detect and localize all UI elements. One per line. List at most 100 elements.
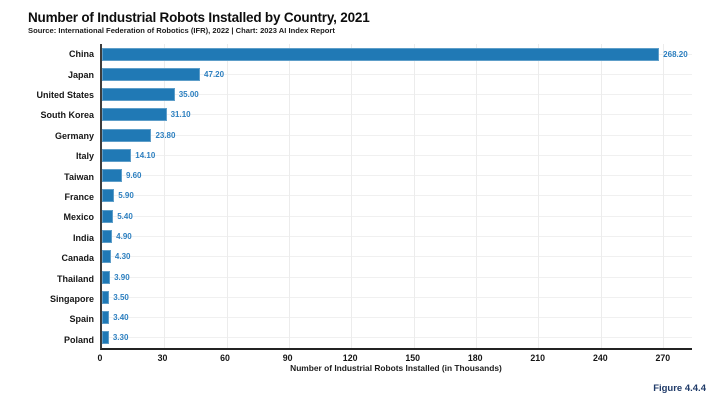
horizontal-gridline — [102, 337, 692, 339]
category-label-china: China — [68, 49, 94, 60]
bar-poland — [102, 331, 109, 345]
bar-row-singapore: 3.50 — [102, 287, 692, 307]
figure-number-label: Figure 4.4.4 — [653, 383, 706, 394]
vertical-gridline — [413, 44, 415, 348]
bar-row-france: 5.90 — [102, 186, 692, 206]
bar-value-label-germany: 23.80 — [155, 130, 176, 140]
bar-value-label-poland: 3.30 — [112, 333, 129, 343]
bar-value-label-japan: 47.20 — [204, 69, 225, 79]
category-label-spain: Spain — [69, 314, 94, 325]
horizontal-gridline — [102, 154, 692, 156]
bar-germany — [102, 128, 152, 142]
category-label-japan: Japan — [67, 69, 94, 80]
vertical-gridline — [475, 44, 477, 348]
bar-value-label-mexico: 5.40 — [117, 211, 133, 221]
bar-row-china: 268.20 — [102, 44, 692, 64]
bar-value-label-canada: 4.30 — [114, 252, 131, 262]
x-tick-label-210: 210 — [530, 353, 546, 363]
bar-value-label-taiwan: 9.60 — [125, 171, 142, 181]
category-label-mexico: Mexico — [63, 212, 94, 223]
chart-title: Number of Industrial Robots Installed by… — [28, 10, 370, 25]
bar-united-states — [102, 88, 175, 102]
vertical-gridline — [662, 44, 664, 348]
x-tick-label-150: 150 — [405, 353, 421, 363]
plot-area: 268.20 47.20 35.00 31.10 23.80 14.10 9.60 5.90 5… — [100, 44, 692, 350]
x-tick-label-270: 270 — [655, 353, 671, 363]
bar-row-south-korea: 31.10 — [102, 105, 692, 125]
bar-india — [102, 230, 113, 244]
x-axis-title: Number of Industrial Robots Installed (i… — [290, 363, 502, 373]
bar-value-label-china: 268.20 — [663, 49, 688, 59]
bar-row-taiwan: 9.60 — [102, 166, 692, 186]
category-label-poland: Poland — [63, 334, 94, 345]
horizontal-gridline — [102, 296, 692, 298]
bar-row-spain: 3.40 — [102, 307, 692, 327]
bar-canada — [102, 250, 111, 264]
bar-row-italy: 14.10 — [102, 145, 692, 165]
bar-row-japan: 47.20 — [102, 64, 692, 84]
x-tick-label-90: 90 — [282, 353, 293, 363]
chart-subtitle: Source: International Federation of Robo… — [28, 26, 335, 35]
category-label-united-states: United States — [36, 90, 94, 101]
horizontal-gridline — [102, 236, 692, 238]
category-label-france: France — [64, 192, 94, 203]
x-tick-label-180: 180 — [467, 353, 483, 363]
horizontal-gridline — [102, 276, 692, 278]
bar-row-india: 4.90 — [102, 226, 692, 246]
x-tick-label-0: 0 — [97, 353, 103, 363]
vertical-gridline — [538, 44, 540, 348]
vertical-gridline — [600, 44, 602, 348]
bar-row-poland: 3.30 — [102, 328, 692, 348]
bar-south-korea — [102, 108, 167, 122]
category-label-taiwan: Taiwan — [64, 171, 94, 182]
bar-value-label-united-states: 35.00 — [178, 90, 199, 100]
bar-spain — [102, 311, 110, 325]
x-axis-tick-labels: 0 30 60 90 120 150 180 210 240 270 — [97, 353, 692, 363]
bar-row-united-states: 35.00 — [102, 85, 692, 105]
category-label-south-korea: South Korea — [40, 110, 94, 121]
bar-row-germany: 23.80 — [102, 125, 692, 145]
bar-singapore — [102, 290, 110, 304]
vertical-gridline — [351, 44, 353, 348]
horizontal-gridline — [102, 134, 692, 136]
bar-mexico — [102, 209, 114, 223]
bar-france — [102, 189, 115, 203]
x-tick-label-60: 60 — [220, 353, 230, 363]
category-label-germany: Germany — [54, 130, 94, 141]
bar-row-mexico: 5.40 — [102, 206, 692, 226]
horizontal-gridline — [102, 175, 692, 177]
bar-rows: 268.20 47.20 35.00 31.10 23.80 14.10 9.60 5.90 5… — [102, 44, 692, 348]
horizontal-gridline — [102, 94, 692, 96]
horizontal-gridline — [102, 256, 692, 258]
vertical-gridline — [226, 44, 228, 348]
category-label-singapore: Singapore — [49, 294, 94, 305]
horizontal-gridline — [102, 114, 692, 116]
horizontal-gridline — [102, 195, 692, 197]
bar-value-label-singapore: 3.50 — [113, 292, 129, 302]
bar-row-thailand: 3.90 — [102, 267, 692, 287]
bar-thailand — [102, 270, 111, 284]
x-tick-label-30: 30 — [157, 353, 168, 363]
bar-japan — [102, 67, 201, 81]
horizontal-gridline — [102, 73, 692, 75]
x-tick-label-240: 240 — [592, 353, 608, 363]
x-tick-label-120: 120 — [342, 353, 358, 363]
category-label-italy: Italy — [75, 151, 94, 162]
bar-taiwan — [102, 169, 122, 183]
bar-value-label-south-korea: 31.10 — [170, 110, 191, 120]
bar-row-canada: 4.30 — [102, 247, 692, 267]
bar-value-label-spain: 3.40 — [113, 313, 129, 323]
category-label-canada: Canada — [61, 253, 94, 264]
category-label-india: India — [72, 232, 94, 243]
horizontal-gridline — [102, 317, 692, 319]
bar-value-label-france: 5.90 — [118, 191, 134, 201]
bar-value-label-thailand: 3.90 — [114, 272, 130, 282]
y-axis-category-labels: China Japan United States South Korea German… — [0, 44, 94, 350]
category-label-thailand: Thailand — [56, 273, 94, 284]
bar-value-label-italy: 14.10 — [135, 150, 156, 160]
vertical-gridline — [164, 44, 166, 348]
vertical-gridline — [288, 44, 290, 348]
bar-italy — [102, 148, 132, 162]
bar-value-label-india: 4.90 — [116, 232, 132, 242]
bar-china — [102, 47, 660, 61]
